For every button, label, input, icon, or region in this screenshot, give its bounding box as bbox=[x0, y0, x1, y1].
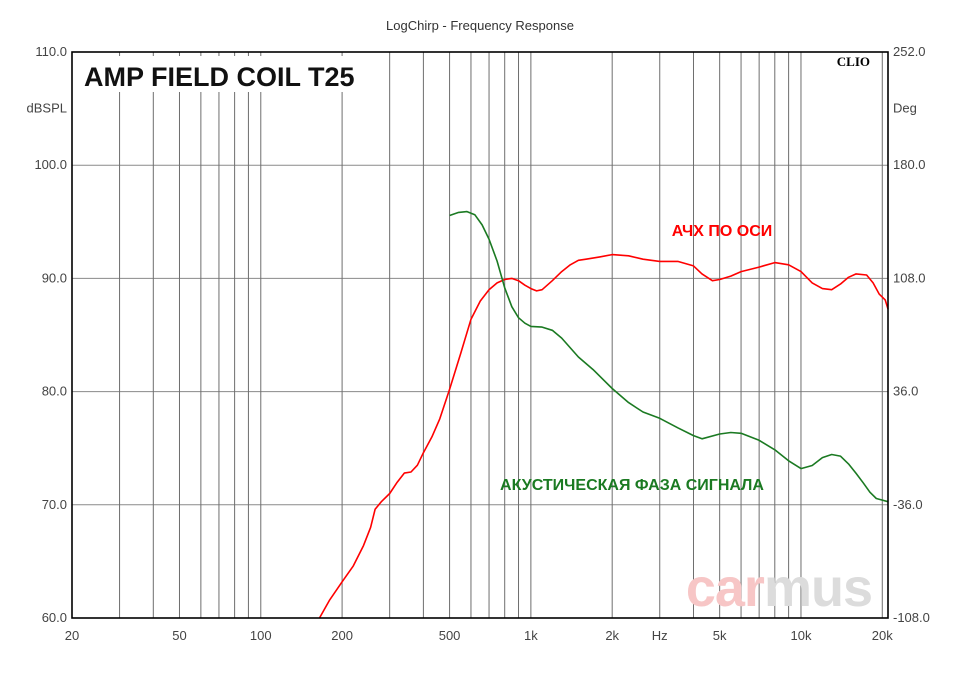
x-tick-label: 20 bbox=[65, 628, 79, 643]
x-tick-label: 50 bbox=[172, 628, 186, 643]
left-y-tick-label: 70.0 bbox=[42, 497, 67, 512]
x-tick-label: 200 bbox=[331, 628, 353, 643]
x-tick-label: 2k bbox=[605, 628, 619, 643]
right-y-tick-label: -108.0 bbox=[893, 610, 930, 625]
x-tick-label: 100 bbox=[250, 628, 272, 643]
right-y-tick-label: -36.0 bbox=[893, 497, 923, 512]
x-tick-label: 1k bbox=[524, 628, 538, 643]
right-y-tick-label: 252.0 bbox=[893, 44, 926, 59]
left-y-tick-label: 100.0 bbox=[34, 157, 67, 172]
x-tick-label: 500 bbox=[439, 628, 461, 643]
chart-title: LogChirp - Frequency Response bbox=[386, 18, 574, 33]
inner-title-background bbox=[78, 56, 364, 92]
x-axis-tick-labels: 20 50 100 200 500 1k 2k Hz 5k 10k 20k bbox=[65, 628, 893, 643]
watermark-car: car bbox=[686, 558, 765, 618]
x-tick-label: Hz bbox=[652, 628, 668, 643]
x-tick-label: 5k bbox=[713, 628, 727, 643]
series-line-phase bbox=[449, 210, 889, 503]
right-y-tick-label: 180.0 bbox=[893, 157, 926, 172]
watermark-mus: mus bbox=[764, 558, 872, 618]
plot-frame bbox=[71, 51, 889, 619]
annotation-frequency-response: АЧХ ПО ОСИ bbox=[672, 223, 773, 240]
left-y-tick-label: 80.0 bbox=[42, 384, 67, 399]
right-axis-tick-labels: 252.0 180.0 108.0 36.0 -36.0 -108.0 bbox=[893, 44, 930, 625]
grid-lines bbox=[72, 52, 888, 618]
clio-logo: CLIO bbox=[837, 54, 870, 69]
left-y-tick-label: 60.0 bbox=[42, 610, 67, 625]
inner-title: AMP FIELD COIL T25 bbox=[84, 62, 355, 92]
right-axis-unit: Deg bbox=[893, 101, 917, 116]
left-y-tick-label: 90.0 bbox=[42, 270, 67, 285]
right-y-tick-label: 108.0 bbox=[893, 270, 926, 285]
series-lines bbox=[318, 210, 889, 619]
series-line-frequency-response bbox=[318, 253, 889, 619]
left-axis-unit: dBSPL bbox=[27, 101, 67, 116]
carmus-watermark: carmus bbox=[686, 558, 872, 618]
left-y-tick-label: 110.0 bbox=[35, 44, 67, 59]
x-tick-label: 20k bbox=[872, 628, 893, 643]
x-tick-label: 10k bbox=[790, 628, 811, 643]
annotation-acoustic-phase: АКУСТИЧЕСКАЯ ФАЗА СИГНАЛА bbox=[500, 477, 764, 494]
right-y-tick-label: 36.0 bbox=[893, 384, 918, 399]
left-axis-tick-labels: 110.0 100.0 90.0 80.0 70.0 60.0 bbox=[34, 44, 67, 625]
